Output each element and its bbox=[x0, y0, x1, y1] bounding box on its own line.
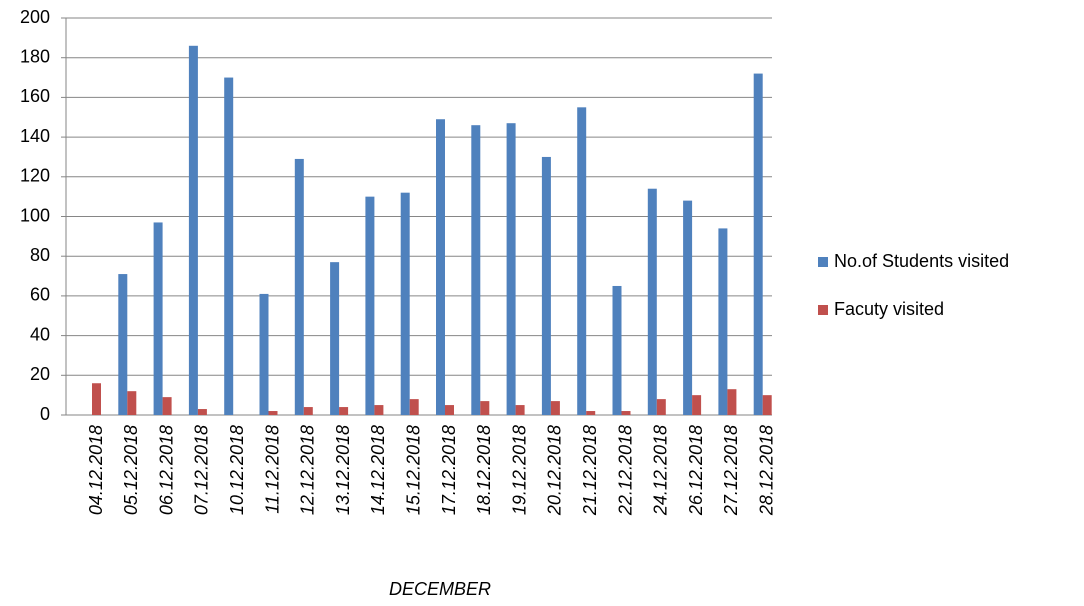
y-tick-label: 20 bbox=[30, 364, 50, 384]
bar bbox=[577, 107, 587, 415]
bar bbox=[409, 399, 419, 415]
bar bbox=[400, 192, 410, 415]
bar bbox=[471, 125, 481, 415]
x-tick-label: 12.12.2018 bbox=[298, 425, 318, 515]
bar bbox=[762, 395, 772, 415]
x-tick-label: 26.12.2018 bbox=[686, 425, 706, 516]
bar bbox=[647, 188, 657, 415]
bar bbox=[365, 196, 375, 415]
bar bbox=[541, 156, 551, 415]
bar bbox=[224, 77, 234, 416]
bar bbox=[436, 119, 445, 416]
legend-label: Facuty visited bbox=[834, 299, 944, 319]
y-tick-label: 120 bbox=[20, 166, 50, 186]
y-tick-label: 140 bbox=[20, 126, 50, 146]
x-tick-label: 07.12.2018 bbox=[192, 425, 212, 515]
bar bbox=[656, 399, 666, 415]
x-tick-label: 04.12.2018 bbox=[86, 425, 106, 515]
bar bbox=[621, 411, 631, 415]
y-tick-label: 100 bbox=[20, 205, 50, 225]
bar bbox=[718, 228, 728, 415]
bar bbox=[162, 397, 172, 415]
bar bbox=[753, 73, 763, 415]
bar bbox=[268, 411, 278, 415]
bar bbox=[339, 407, 349, 415]
bar bbox=[188, 45, 198, 415]
bar bbox=[586, 411, 596, 415]
x-tick-label: 28.12.2018 bbox=[756, 425, 776, 516]
x-tick-label: 06.12.2018 bbox=[156, 425, 176, 515]
x-tick-label: 20.12.2018 bbox=[545, 425, 565, 516]
x-tick-label: 15.12.2018 bbox=[403, 425, 423, 515]
bar bbox=[506, 123, 516, 415]
y-tick-label: 80 bbox=[30, 245, 50, 265]
x-tick-label: 11.12.2018 bbox=[262, 425, 282, 514]
x-axis-title: DECEMBER bbox=[389, 579, 491, 599]
x-tick-label: 05.12.2018 bbox=[121, 425, 141, 515]
bar bbox=[515, 405, 525, 415]
bar bbox=[330, 262, 340, 415]
y-tick-label: 180 bbox=[20, 46, 50, 66]
x-tick-label: 21.12.2018 bbox=[580, 425, 600, 516]
x-tick-label: 24.12.2018 bbox=[651, 425, 671, 516]
bar bbox=[303, 407, 313, 415]
bar bbox=[374, 405, 384, 415]
bar bbox=[550, 401, 560, 415]
x-tick-label: 14.12.2018 bbox=[368, 425, 388, 515]
legend-swatch bbox=[818, 257, 828, 267]
legend-swatch bbox=[818, 305, 828, 315]
bar bbox=[683, 200, 693, 415]
y-tick-label: 200 bbox=[20, 7, 50, 27]
bar bbox=[445, 405, 454, 415]
y-tick-label: 0 bbox=[40, 404, 50, 424]
y-tick-label: 60 bbox=[30, 285, 50, 305]
y-tick-label: 160 bbox=[20, 86, 50, 106]
x-tick-label: 19.12.2018 bbox=[509, 425, 529, 515]
bar bbox=[118, 274, 128, 415]
x-tick-label: 22.12.2018 bbox=[615, 425, 635, 516]
bar bbox=[612, 285, 622, 415]
bar bbox=[197, 409, 207, 415]
bar bbox=[692, 395, 702, 415]
x-tick-label: 17.12.2018 bbox=[439, 425, 459, 515]
y-tick-label: 40 bbox=[30, 324, 50, 344]
x-tick-label: 10.12.2018 bbox=[227, 425, 247, 515]
bar bbox=[480, 401, 490, 415]
bar bbox=[127, 391, 137, 415]
bar bbox=[153, 222, 163, 415]
bar bbox=[294, 158, 304, 415]
bar bbox=[92, 383, 101, 415]
bar bbox=[259, 293, 269, 415]
x-tick-label: 18.12.2018 bbox=[474, 425, 494, 515]
x-tick-label: 27.12.2018 bbox=[721, 425, 741, 516]
legend-label: No.of Students visited bbox=[834, 251, 1009, 271]
x-tick-label: 13.12.2018 bbox=[333, 425, 353, 515]
bar bbox=[727, 389, 737, 415]
